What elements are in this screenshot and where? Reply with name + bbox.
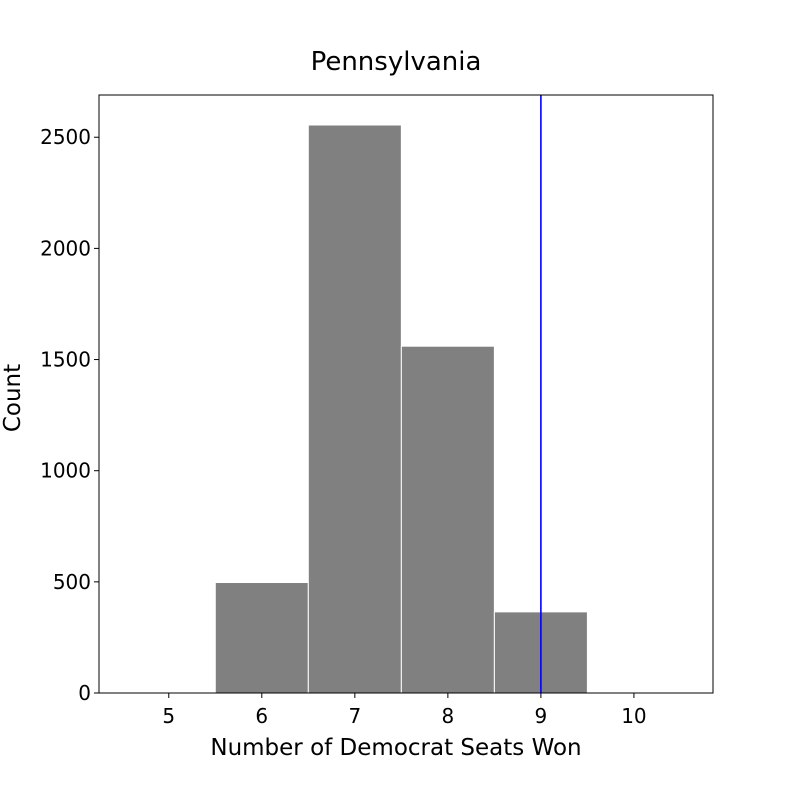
- x-tick-label: 6: [255, 704, 268, 728]
- bar-7: [307, 124, 402, 694]
- y-tick-label: 0: [78, 681, 91, 705]
- bar-8: [400, 345, 495, 694]
- y-tick-label: 2000: [40, 236, 91, 260]
- y-tick-label: 2500: [40, 125, 91, 149]
- x-tick-label: 10: [621, 704, 646, 728]
- y-tick-label: 500: [53, 570, 91, 594]
- x-tick-label: 7: [348, 704, 361, 728]
- x-tick-label: 9: [535, 704, 548, 728]
- x-tick-label: 8: [441, 704, 454, 728]
- x-axis-label: Number of Democrat Seats Won: [210, 735, 581, 761]
- y-axis-ticks: 0 500 1000 1500 2000 2500: [40, 125, 99, 705]
- chart-title: Pennsylvania: [311, 47, 482, 77]
- y-axis-label: Count: [0, 364, 26, 432]
- bars-group: [214, 124, 588, 694]
- x-axis-ticks: 5 6 7 8 9 10: [162, 693, 647, 728]
- y-tick-label: 1500: [40, 348, 91, 372]
- x-tick-label: 5: [162, 704, 175, 728]
- y-tick-label: 1000: [40, 459, 91, 483]
- bar-6: [214, 582, 309, 694]
- plot-frame: [98, 94, 714, 694]
